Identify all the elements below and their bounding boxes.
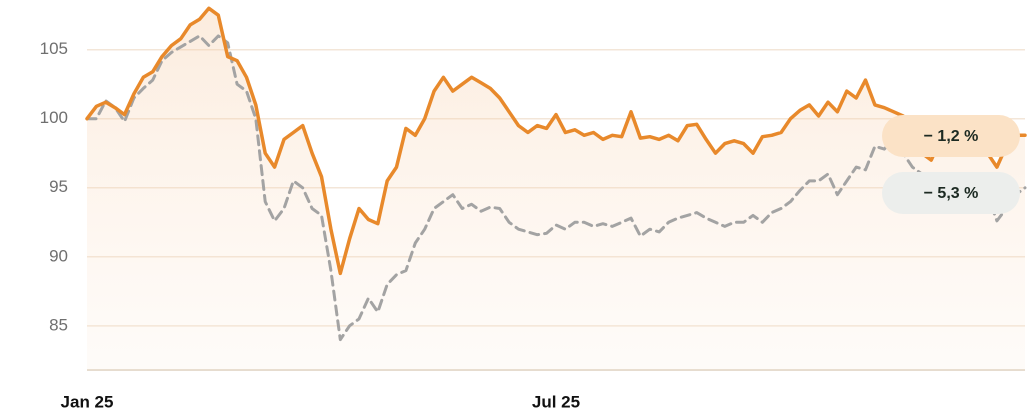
y-tick-label: 90 (49, 246, 68, 265)
value-pill-label: − 1,2 % (924, 128, 979, 145)
y-tick-label: 100 (40, 108, 68, 127)
line (85, 34, 1027, 342)
x-tick-label: Jan 25 (61, 392, 114, 411)
area (87, 8, 1025, 371)
line (85, 6, 1027, 276)
value-pill-label: − 5,3 % (924, 185, 979, 202)
y-tick-label: 95 (49, 177, 68, 196)
value-pill (882, 115, 1020, 157)
value-pill (882, 172, 1020, 214)
x-tick-label: Jul 25 (532, 392, 580, 411)
y-tick-label: 85 (49, 315, 68, 334)
y-tick-label: 105 (40, 39, 68, 58)
